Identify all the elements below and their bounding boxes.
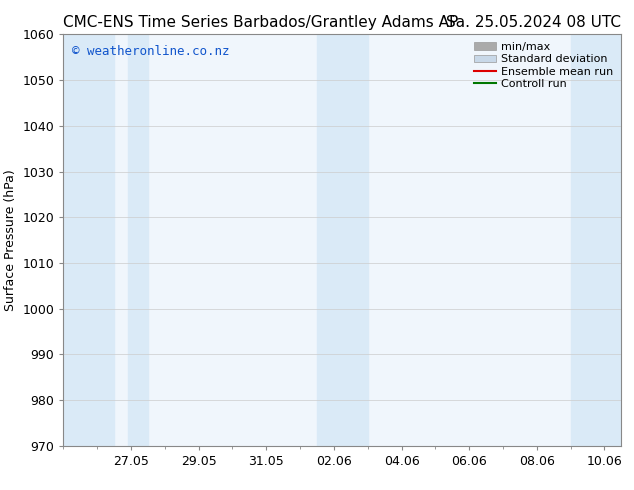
Bar — [317, 34, 368, 446]
Text: CMC-ENS Time Series Barbados/Grantley Adams AP: CMC-ENS Time Series Barbados/Grantley Ad… — [63, 15, 458, 30]
Bar — [571, 34, 621, 446]
Legend: min/max, Standard deviation, Ensemble mean run, Controll run: min/max, Standard deviation, Ensemble me… — [471, 40, 616, 91]
Bar — [127, 34, 148, 446]
Y-axis label: Surface Pressure (hPa): Surface Pressure (hPa) — [4, 169, 17, 311]
Bar — [63, 34, 114, 446]
Text: Sa. 25.05.2024 08 UTC: Sa. 25.05.2024 08 UTC — [446, 15, 621, 30]
Text: © weatheronline.co.nz: © weatheronline.co.nz — [72, 45, 230, 58]
